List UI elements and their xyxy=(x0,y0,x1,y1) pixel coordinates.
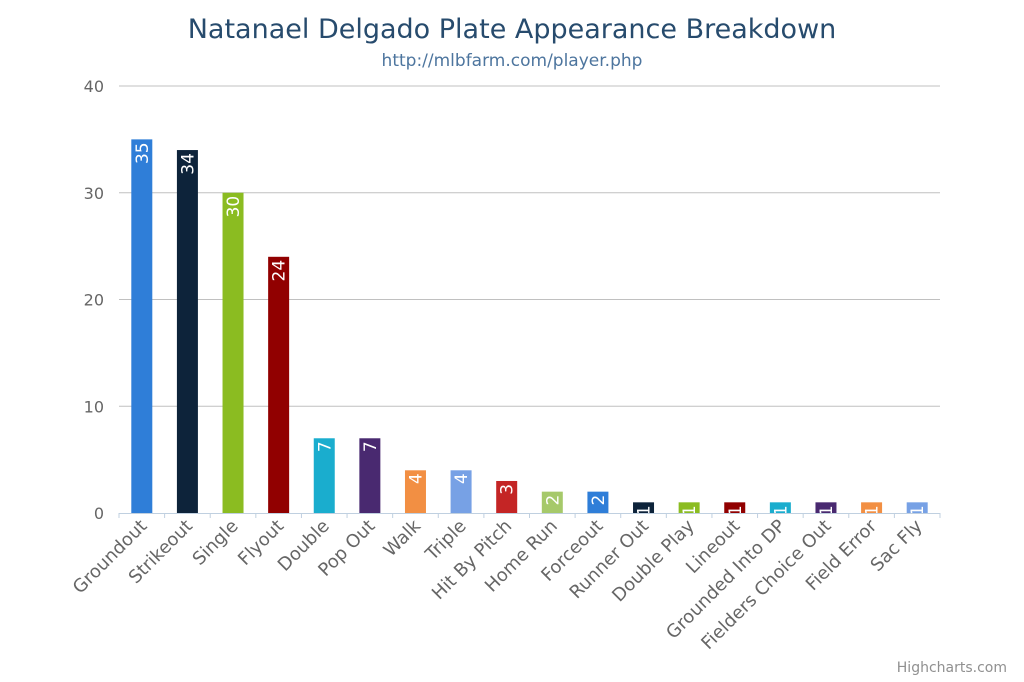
bar[interactable] xyxy=(541,491,563,513)
data-label: 3 xyxy=(498,484,518,495)
data-label: 1 xyxy=(908,505,928,516)
x-tick-label: Sac Fly xyxy=(867,515,927,575)
data-label: 30 xyxy=(224,196,244,218)
y-tick-label: 0 xyxy=(94,504,104,523)
y-tick-label: 40 xyxy=(84,77,104,96)
bar[interactable] xyxy=(359,438,381,513)
x-axis: GroundoutStrikeoutSingleFlyoutDoublePop … xyxy=(69,513,941,654)
bar[interactable] xyxy=(906,502,928,513)
y-tick-label: 30 xyxy=(84,184,104,203)
data-label: 1 xyxy=(726,505,746,516)
bar[interactable] xyxy=(633,502,655,513)
bar[interactable] xyxy=(861,502,883,513)
bar[interactable] xyxy=(678,502,700,513)
data-label: 4 xyxy=(452,473,472,484)
bar[interactable] xyxy=(313,438,335,513)
data-label: 7 xyxy=(315,441,335,452)
data-label: 7 xyxy=(361,441,381,452)
bar[interactable] xyxy=(815,502,837,513)
credits-link[interactable]: Highcharts.com xyxy=(896,660,1007,676)
bar[interactable] xyxy=(450,470,472,513)
x-tick-label: Walk xyxy=(380,515,426,561)
bar[interactable] xyxy=(769,502,791,513)
y-tick-label: 10 xyxy=(84,397,104,416)
data-label: 1 xyxy=(817,505,837,516)
bar[interactable] xyxy=(724,502,746,513)
data-label: 1 xyxy=(771,505,791,516)
chart-title: Natanael Delgado Plate Appearance Breakd… xyxy=(187,14,837,45)
data-label: 34 xyxy=(178,153,198,175)
bar[interactable] xyxy=(222,192,244,513)
x-tick-label: Single xyxy=(189,516,243,570)
data-label: 2 xyxy=(589,495,609,506)
bar[interactable] xyxy=(176,150,198,514)
y-axis: 0 10 20 30 40 xyxy=(84,77,104,523)
gridlines xyxy=(119,85,940,407)
data-label: 2 xyxy=(543,495,563,506)
bar[interactable] xyxy=(268,256,290,513)
bar[interactable] xyxy=(131,139,153,513)
data-label: 24 xyxy=(270,260,290,282)
bar[interactable] xyxy=(587,491,609,513)
bar[interactable] xyxy=(496,480,518,513)
data-label: 35 xyxy=(133,142,153,164)
data-label: 1 xyxy=(863,505,883,516)
data-label: 1 xyxy=(635,505,655,516)
chart-subtitle: http://mlbfarm.com/player.php xyxy=(381,51,643,71)
y-tick-label: 20 xyxy=(84,291,104,310)
data-label: 1 xyxy=(680,505,700,516)
data-label: 4 xyxy=(406,473,426,484)
bar[interactable] xyxy=(404,470,426,513)
bars: 35 34 30 24 7 7 4 4 3 2 2 1 1 1 1 1 1 1 xyxy=(131,139,928,516)
